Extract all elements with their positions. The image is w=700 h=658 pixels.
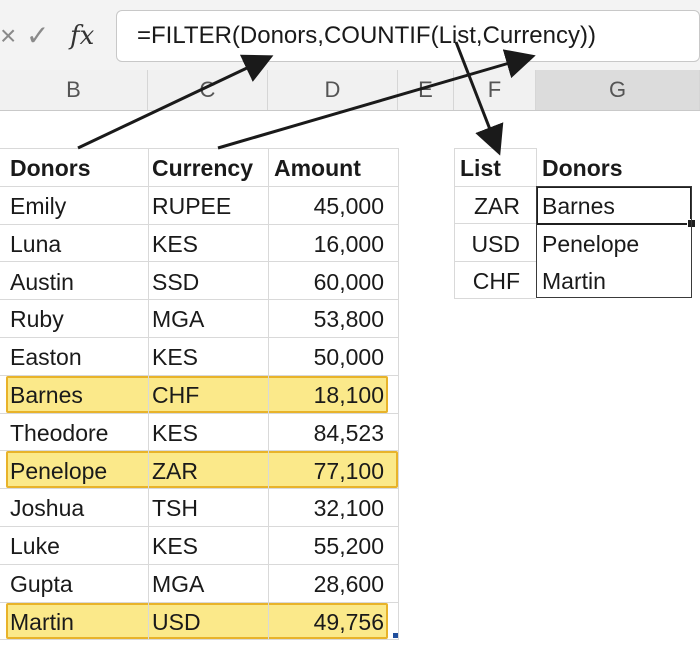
grid-col-line xyxy=(268,148,269,640)
donor-amount[interactable]: 60,000 xyxy=(313,269,384,295)
highlight-barnes-row xyxy=(6,376,388,413)
donor-amount[interactable]: 77,100 xyxy=(313,458,384,484)
donor-currency[interactable]: MGA xyxy=(152,306,205,332)
donor-name[interactable]: Martin xyxy=(10,609,74,635)
grid-row-line xyxy=(0,639,398,640)
grid-col-line xyxy=(454,148,455,298)
filter-result-donor[interactable]: Martin xyxy=(542,268,606,294)
grid-row-line xyxy=(0,261,398,262)
donor-name[interactable]: Emily xyxy=(10,193,67,219)
highlight-penelope-row xyxy=(6,451,398,488)
donor-currency[interactable]: TSH xyxy=(152,495,198,521)
list-currency[interactable]: ZAR xyxy=(474,193,520,219)
donor-name[interactable]: Ruby xyxy=(10,306,64,332)
donor-amount[interactable]: 28,600 xyxy=(313,571,384,597)
grid-row-line xyxy=(0,186,398,187)
donor-currency[interactable]: KES xyxy=(152,231,199,257)
donor-currency[interactable]: KES xyxy=(152,344,199,370)
header-list[interactable]: List xyxy=(460,155,501,181)
header-donors[interactable]: Donors xyxy=(10,155,91,181)
grid-row-line xyxy=(0,413,398,414)
filter-result-donor[interactable]: Penelope xyxy=(542,231,640,257)
donor-amount[interactable]: 50,000 xyxy=(313,344,384,370)
grid-row-line xyxy=(0,148,398,149)
table-resize-handle[interactable] xyxy=(393,633,398,638)
grid-row-line xyxy=(454,261,536,262)
column-header-e[interactable]: E xyxy=(398,70,454,110)
donor-amount[interactable]: 53,800 xyxy=(313,306,384,332)
arrow-currency-to-header xyxy=(217,49,536,150)
donor-name[interactable]: Joshua xyxy=(10,495,85,521)
arrow-donors-to-header xyxy=(77,54,274,150)
grid-row-line xyxy=(454,223,536,224)
donor-name[interactable]: Austin xyxy=(10,269,74,295)
formula-bar: × ✓ fx =FILTER(Donors,COUNTIF(List,Curre… xyxy=(0,0,700,70)
donor-amount[interactable]: 32,100 xyxy=(313,495,384,521)
donor-currency[interactable]: USD xyxy=(152,609,201,635)
list-currency[interactable]: USD xyxy=(471,231,520,257)
grid-row-line xyxy=(0,526,398,527)
donor-name[interactable]: Gupta xyxy=(10,571,73,597)
grid-row-line xyxy=(0,564,398,565)
spill-range-border xyxy=(536,186,692,298)
header-amount[interactable]: Amount xyxy=(274,155,361,181)
grid-row-line xyxy=(454,186,536,187)
grid-row-line xyxy=(0,337,398,338)
donor-currency[interactable]: KES xyxy=(152,420,199,446)
donor-currency[interactable]: KES xyxy=(152,533,199,559)
grid-col-line xyxy=(148,148,149,640)
arrow-list-from-formula xyxy=(454,41,504,156)
insert-function-icon[interactable]: fx xyxy=(70,21,95,51)
column-headers: B C D E F G xyxy=(0,70,700,111)
formula-input[interactable]: =FILTER(Donors,COUNTIF(List,Currency)) xyxy=(116,10,700,62)
column-header-g[interactable]: G xyxy=(536,70,700,110)
header-result-donors[interactable]: Donors xyxy=(542,155,623,181)
formula-bar-controls: × ✓ fx xyxy=(0,18,112,54)
grid-row-line xyxy=(0,375,398,376)
grid-row-line xyxy=(454,298,536,299)
donor-amount[interactable]: 45,000 xyxy=(313,193,384,219)
list-currency[interactable]: CHF xyxy=(472,268,520,294)
donor-name[interactable]: Penelope xyxy=(10,458,108,484)
cancel-icon[interactable]: × xyxy=(0,20,17,51)
donor-amount[interactable]: 49,756 xyxy=(313,609,384,635)
donor-name[interactable]: Barnes xyxy=(10,382,83,408)
donor-name[interactable]: Luke xyxy=(10,533,60,559)
grid-col-line xyxy=(398,148,399,640)
column-header-d[interactable]: D xyxy=(268,70,398,110)
donor-currency[interactable]: SSD xyxy=(152,269,200,295)
donor-name[interactable]: Theodore xyxy=(10,420,109,446)
enter-icon[interactable]: ✓ xyxy=(26,20,50,51)
donor-amount[interactable]: 55,200 xyxy=(313,533,384,559)
donor-name[interactable]: Easton xyxy=(10,344,82,370)
header-currency[interactable]: Currency xyxy=(152,155,253,181)
donor-currency[interactable]: MGA xyxy=(152,571,205,597)
donor-amount[interactable]: 16,000 xyxy=(313,231,384,257)
grid-row-line xyxy=(0,299,398,300)
donor-currency[interactable]: ZAR xyxy=(152,458,198,484)
grid-row-line xyxy=(0,488,398,489)
filter-result-donor[interactable]: Barnes xyxy=(542,193,615,219)
formula-text[interactable]: =FILTER(Donors,COUNTIF(List,Currency)) xyxy=(137,22,596,49)
donor-currency[interactable]: RUPEE xyxy=(152,193,232,219)
grid-row-line xyxy=(0,450,398,451)
highlight-martin-row xyxy=(6,603,388,639)
donor-amount[interactable]: 84,523 xyxy=(313,420,384,446)
donor-amount[interactable]: 18,100 xyxy=(313,382,384,408)
column-header-b[interactable]: B xyxy=(0,70,148,110)
donor-name[interactable]: Luna xyxy=(10,231,62,257)
column-header-f[interactable]: F xyxy=(454,70,536,110)
donor-currency[interactable]: CHF xyxy=(152,382,200,408)
grid-row-line xyxy=(0,224,398,225)
grid-row-line xyxy=(0,602,398,603)
